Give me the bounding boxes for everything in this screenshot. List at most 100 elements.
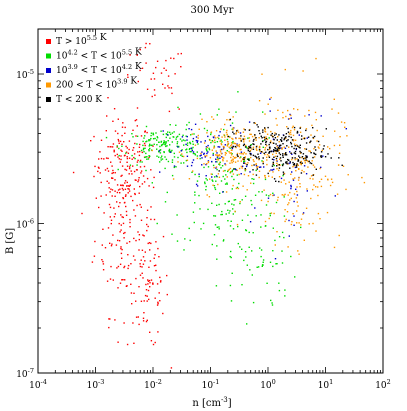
data-point [285, 218, 287, 221]
data-point [93, 175, 95, 178]
data-point [290, 223, 293, 226]
data-point [252, 182, 255, 185]
data-point [299, 127, 301, 129]
data-point [132, 149, 134, 151]
data-point [171, 132, 174, 134]
data-point [130, 263, 132, 265]
data-point [210, 141, 212, 144]
data-point [128, 188, 130, 190]
data-point [290, 184, 292, 187]
data-point [219, 151, 222, 153]
data-point [238, 143, 241, 146]
data-point [275, 201, 278, 204]
data-point [246, 164, 248, 166]
data-point [150, 206, 152, 208]
data-point [282, 153, 284, 155]
data-point [124, 195, 127, 197]
data-point [121, 174, 123, 177]
data-point [248, 140, 251, 142]
data-point [228, 111, 230, 113]
data-point [294, 150, 297, 153]
data-point [292, 139, 295, 141]
data-point [130, 195, 132, 198]
data-point [141, 161, 143, 163]
data-point [149, 43, 151, 45]
data-point [251, 135, 254, 138]
data-point [139, 150, 141, 153]
data-point [279, 145, 281, 147]
data-point [298, 222, 300, 224]
data-point [288, 133, 290, 135]
data-point [136, 169, 138, 171]
data-point [276, 139, 278, 141]
data-point [204, 156, 206, 158]
data-point [231, 128, 233, 130]
data-point [223, 147, 225, 149]
data-point [267, 126, 269, 129]
data-point [301, 169, 303, 172]
data-point [216, 156, 219, 158]
data-point [333, 98, 335, 100]
data-point [113, 108, 116, 110]
data-point [290, 141, 292, 144]
data-point [127, 76, 129, 78]
data-point [123, 155, 126, 157]
data-point [145, 156, 147, 158]
data-point [133, 188, 135, 190]
data-point [168, 151, 171, 153]
data-point [190, 134, 192, 136]
data-point [268, 156, 271, 158]
data-point [120, 229, 122, 231]
data-point [293, 224, 295, 226]
axis-ticks [37, 28, 383, 374]
data-point [273, 149, 275, 151]
data-point [153, 78, 156, 80]
data-point [219, 161, 221, 163]
data-point [308, 109, 310, 112]
data-point [243, 139, 245, 141]
data-point [230, 220, 232, 222]
data-point [223, 134, 225, 136]
data-point [207, 144, 209, 147]
data-point [250, 156, 252, 159]
data-point [175, 166, 177, 168]
data-point [318, 147, 320, 149]
data-point [133, 292, 135, 294]
data-point [117, 287, 119, 289]
data-point [285, 162, 287, 164]
data-point [235, 187, 238, 190]
data-point [224, 203, 226, 205]
data-point [119, 263, 122, 265]
data-point [230, 145, 232, 147]
data-point [120, 252, 123, 255]
data-point [100, 157, 103, 160]
data-point [177, 146, 179, 148]
data-point [224, 139, 226, 141]
data-point [213, 215, 215, 217]
data-point [314, 111, 317, 114]
data-point [216, 245, 218, 247]
data-point [147, 242, 149, 245]
data-point [234, 199, 237, 201]
data-point [134, 193, 136, 196]
data-point [250, 182, 252, 184]
data-point [345, 188, 347, 191]
data-point [290, 152, 292, 154]
data-point [330, 178, 333, 180]
data-point [166, 191, 168, 194]
data-point [139, 143, 141, 146]
data-point [144, 294, 147, 297]
data-point [311, 124, 313, 127]
data-point [132, 255, 135, 257]
data-point [151, 182, 153, 184]
data-point [222, 240, 225, 242]
data-point [237, 155, 239, 158]
data-point [167, 160, 170, 163]
data-point [127, 188, 129, 190]
data-point [289, 167, 291, 169]
data-point [100, 195, 102, 197]
data-point [275, 143, 277, 145]
data-point [136, 204, 138, 207]
data-point [218, 146, 221, 148]
data-point [314, 146, 316, 148]
